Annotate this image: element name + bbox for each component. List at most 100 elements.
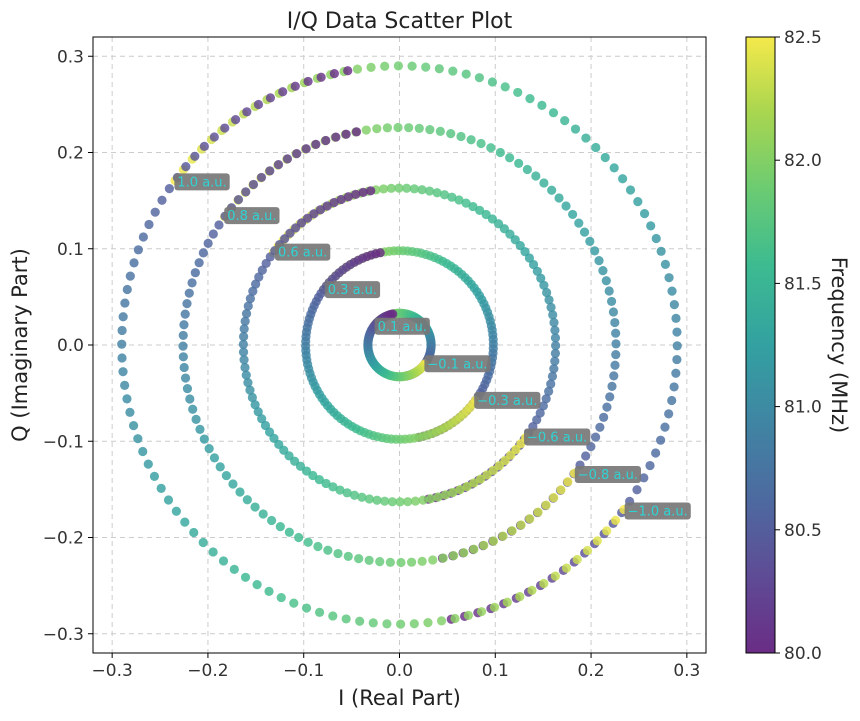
scatter-point-s7-10 <box>462 481 472 492</box>
scatter-point-s9-31 <box>240 572 251 582</box>
scatter-point-s0-50 <box>672 327 682 337</box>
scatter-point-s8-59 <box>194 258 204 268</box>
scatter-point-s8-17 <box>417 556 427 566</box>
scatter-point-s7-21 <box>380 496 390 506</box>
scatter-point-s8-37 <box>228 479 238 489</box>
scatter-point-s8-76 <box>321 135 331 146</box>
scatter-point-s2-53 <box>550 356 560 366</box>
scatter-point-s8-44 <box>191 414 201 424</box>
annotation-text: −1.0 a.u. <box>628 505 688 520</box>
scatter-point-s8-62 <box>208 229 218 239</box>
scatter-point-s9-66 <box>190 151 200 161</box>
scatter-point-s2-17 <box>378 184 389 194</box>
scatter-point-s2-29 <box>468 201 478 212</box>
scatter-point-s1-22 <box>425 125 435 135</box>
annotation-text: −0.6 a.u. <box>527 430 587 445</box>
scatter-point-s9-46 <box>125 407 135 417</box>
scatter-point-s8-49 <box>179 362 189 373</box>
scatter-point-s2-52 <box>550 348 561 358</box>
scatter-point-s7-78 <box>358 187 368 198</box>
annotation-text: −0.3 a.u. <box>477 394 537 409</box>
scatter-point-s1-59 <box>595 422 605 432</box>
scatter-point-s0-30 <box>537 100 547 110</box>
scatter-point-s7-27 <box>335 485 345 495</box>
scatter-point-s9-78 <box>329 69 339 79</box>
scatter-point-s9-62 <box>157 195 167 205</box>
colorbar-tick-label: 80.0 <box>784 644 822 664</box>
scatter-point-s0-56 <box>664 409 674 419</box>
scatter-point-s9-75 <box>290 81 300 91</box>
scatter-point-s2-44 <box>542 287 552 298</box>
scatter-point-s0-28 <box>513 87 523 98</box>
scatter-point-s1-35 <box>547 185 557 195</box>
scatter-point-s2-45 <box>544 295 554 305</box>
scatter-point-s7-77 <box>351 189 361 199</box>
scatter-point-s1-46 <box>604 286 614 296</box>
scatter-point-s9-73 <box>265 93 276 103</box>
scatter-point-s9-55 <box>122 284 132 295</box>
scatter-point-s1-45 <box>601 276 611 286</box>
scatter-point-s2-57 <box>544 386 554 396</box>
scatter-point-s8-4 <box>541 500 551 510</box>
annotation-label: −0.1 a.u. <box>424 355 491 373</box>
scatter-point-s1-16 <box>361 125 371 135</box>
scatter-point-s7-26 <box>342 488 352 498</box>
scatter-point-s1-34 <box>539 178 549 188</box>
scatter-point-s9-16 <box>436 616 447 626</box>
scatter-point-s2-56 <box>546 379 556 389</box>
scatter-point-s8-23 <box>354 554 364 564</box>
annotation-box <box>474 391 541 409</box>
x-tick-label: 0.0 <box>386 661 413 681</box>
scatter-point-s7-76 <box>343 192 354 202</box>
scatter-point-s9-26 <box>301 603 312 613</box>
x-axis-label: I (Real Part) <box>338 686 461 710</box>
scatter-point-s8-51 <box>178 341 188 351</box>
scatter-point-s9-47 <box>122 394 132 404</box>
scatter-point-s9-70 <box>231 115 241 125</box>
scatter-point-s9-57 <box>129 258 139 268</box>
scatter-point-s9-30 <box>252 580 262 590</box>
scatter-point-s7-61 <box>257 265 267 275</box>
scatter-point-s7-13 <box>440 490 451 500</box>
scatter-point-s9-59 <box>138 232 148 242</box>
scatter-point-s8-47 <box>182 383 193 394</box>
scatter-point-s2-41 <box>532 266 542 276</box>
scatter-point-s8-12 <box>469 544 479 554</box>
scatter-point-s9-67 <box>199 141 209 151</box>
scatter-point-s7-41 <box>257 414 267 424</box>
scatter-point-s2-19 <box>394 183 404 193</box>
scatter-point-s8-42 <box>199 434 209 444</box>
scatter-point-s7-14 <box>433 492 443 502</box>
scatter-point-s0-52 <box>672 354 682 365</box>
scatter-point-s7-56 <box>243 301 253 311</box>
scatter-point-s8-70 <box>265 166 275 176</box>
scatter-point-s9-69 <box>220 123 230 133</box>
scatter-point-s9-42 <box>143 459 153 469</box>
scatter-point-s9-12 <box>489 602 500 612</box>
scatter-point-s7-48 <box>240 362 250 373</box>
annotation-label: −0.3 a.u. <box>474 391 541 409</box>
annotation-label: 1.0 a.u. <box>174 173 230 191</box>
scatter-point-s8-22 <box>364 555 374 565</box>
annotation-text: −0.1 a.u. <box>427 357 487 372</box>
scatter-point-s7-51 <box>238 339 248 349</box>
scatter-point-s9-77 <box>316 72 326 82</box>
scatter-point-s7-42 <box>253 407 263 417</box>
scatter-point-s1-53 <box>610 360 620 370</box>
scatter-point-s9-8 <box>539 578 549 589</box>
scatter-point-s7-25 <box>349 490 360 500</box>
scatter-point-s8-48 <box>180 373 191 383</box>
scatter-point-s9-21 <box>368 618 378 628</box>
colorbar-tick-label: 82.5 <box>784 28 822 48</box>
scatter-point-s7-49 <box>239 355 249 365</box>
scatter-point-s1-39 <box>574 218 584 228</box>
scatter-point-s9-49 <box>118 367 128 377</box>
scatter-point-s8-46 <box>185 394 195 404</box>
scatter-point-s8-30 <box>284 527 294 537</box>
scatter-point-s8-53 <box>179 320 189 330</box>
scatter-point-s8-40 <box>209 453 220 463</box>
scatter-point-s0-24 <box>461 69 471 79</box>
scatter-point-s8-34 <box>250 502 260 512</box>
scatter-point-s1-25 <box>456 131 466 142</box>
y-tick-label: 0.2 <box>57 144 84 164</box>
